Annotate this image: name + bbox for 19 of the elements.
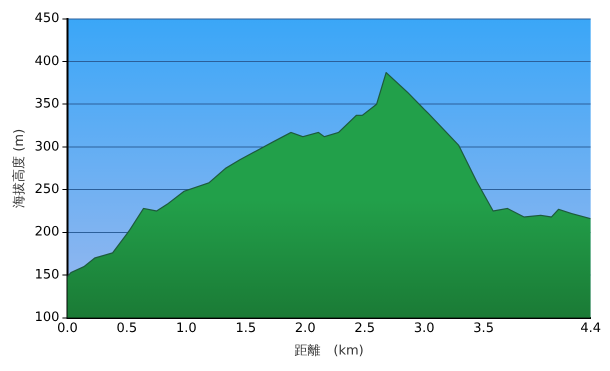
y-tick-label: 150: [34, 267, 60, 282]
x-tick-label: 0.0: [57, 320, 78, 336]
x-axis-title: 距離 (km): [294, 344, 364, 359]
x-tick-label: 2.0: [294, 320, 316, 336]
y-axis-title: 海拔高度 (m): [11, 128, 28, 208]
y-tick-label: 450: [34, 11, 60, 26]
x-tick-label: 1.5: [235, 320, 256, 336]
y-tick-label: 200: [34, 224, 60, 240]
x-tick-label: 1.0: [176, 320, 197, 336]
x-tick-label: 3.5: [473, 320, 494, 336]
x-tick-label: 4.4: [580, 320, 602, 336]
y-tick-label: 400: [34, 54, 60, 69]
x-tick-label: 2.5: [354, 320, 376, 336]
x-tick-label: 0.5: [116, 320, 138, 336]
y-tick-label: 300: [34, 139, 60, 154]
y-tick-label: 100: [34, 310, 60, 326]
x-tick-label: 3.0: [414, 320, 435, 336]
y-tick-label: 250: [34, 182, 60, 198]
y-tick-label: 350: [34, 96, 60, 112]
